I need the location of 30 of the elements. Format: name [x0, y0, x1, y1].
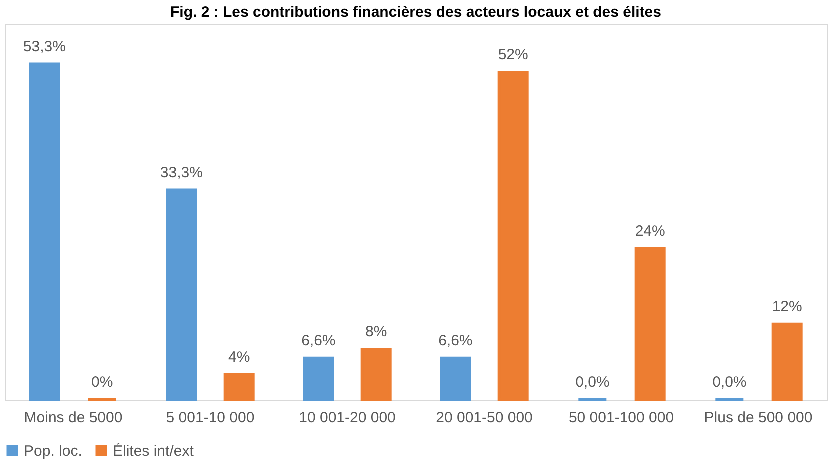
data-label: 6,6%: [302, 332, 336, 350]
legend-label: Pop. loc.: [24, 442, 82, 460]
bar: [440, 356, 472, 402]
x-tick-label: 5 001-10 000: [166, 410, 255, 426]
bar: [224, 373, 255, 402]
bar: [498, 70, 529, 402]
data-label: 8%: [366, 324, 388, 341]
x-tick-label: Moins de 5000: [24, 410, 123, 426]
bar: [29, 62, 60, 402]
bar: [360, 348, 392, 402]
bar: [772, 322, 803, 402]
x-tick-label: Plus de 500 000: [704, 410, 813, 426]
x-tick-label: 50 001-100 000: [568, 410, 674, 426]
data-label: 0,0%: [576, 374, 610, 391]
data-label: 52%: [498, 46, 528, 64]
data-label: 0,0%: [712, 374, 747, 391]
data-label: 33,3%: [160, 164, 203, 182]
x-tick-label: 10 001-20 000: [299, 410, 396, 426]
data-label: 6,6%: [438, 332, 473, 350]
bar: [303, 356, 334, 402]
bar: [634, 247, 666, 402]
legend-label: Élites int/ext: [113, 442, 195, 460]
x-tick-label: 20 001-50 000: [436, 410, 533, 426]
bar: [166, 188, 198, 402]
data-label: 12%: [772, 298, 802, 316]
data-label: 0%: [92, 374, 114, 391]
data-label: 53,3%: [23, 38, 66, 56]
chart-title: Fig. 2 : Les contributions financières des acteurs locaux et des élites: [170, 4, 662, 21]
data-label: 4%: [228, 348, 250, 366]
data-label: 24%: [635, 222, 666, 240]
